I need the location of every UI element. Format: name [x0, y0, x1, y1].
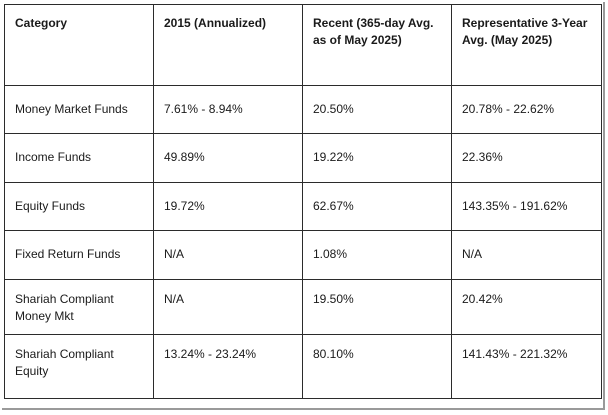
- header-row: Category 2015 (Annualized) Recent (365-d…: [4, 4, 602, 86]
- cell-3-year: 20.42%: [451, 279, 602, 335]
- cell-category: Fixed Return Funds: [4, 230, 154, 280]
- cell-3-year: 143.35% - 191.62%: [451, 182, 602, 231]
- cell-recent: 62.67%: [302, 182, 452, 231]
- cell-2015: N/A: [153, 279, 303, 335]
- cell-category: Money Market Funds: [4, 85, 154, 134]
- table-row: Shariah Compliant Money Mkt N/A 19.50% 2…: [4, 279, 602, 335]
- cell-2015: N/A: [153, 230, 303, 280]
- cell-3-year: 20.78% - 22.62%: [451, 85, 602, 134]
- table-row: Fixed Return Funds N/A 1.08% N/A: [4, 230, 602, 280]
- cell-2015: 19.72%: [153, 182, 303, 231]
- cell-category: Shariah Compliant Money Mkt: [4, 279, 154, 335]
- cell-recent: 19.22%: [302, 133, 452, 183]
- cell-recent: 20.50%: [302, 85, 452, 134]
- returns-table: Category 2015 (Annualized) Recent (365-d…: [4, 4, 602, 399]
- header-category: Category: [4, 4, 154, 86]
- table-frame: [2, 2, 605, 410]
- cell-2015: 7.61% - 8.94%: [153, 85, 303, 134]
- cell-category: Shariah Compliant Equity: [4, 334, 154, 399]
- cell-3-year: 22.36%: [451, 133, 602, 183]
- table-row: Shariah Compliant Equity 13.24% - 23.24%…: [4, 334, 602, 399]
- cell-recent: 1.08%: [302, 230, 452, 280]
- table-row: Money Market Funds 7.61% - 8.94% 20.50% …: [4, 85, 602, 134]
- table-row: Income Funds 49.89% 19.22% 22.36%: [4, 133, 602, 183]
- cell-category: Equity Funds: [4, 182, 154, 231]
- cell-recent: 19.50%: [302, 279, 452, 335]
- cell-3-year: N/A: [451, 230, 602, 280]
- cell-3-year: 141.43% - 221.32%: [451, 334, 602, 399]
- cell-2015: 49.89%: [153, 133, 303, 183]
- table-row: Equity Funds 19.72% 62.67% 143.35% - 191…: [4, 182, 602, 231]
- header-3-year-avg: Representative 3-Year Avg. (May 2025): [451, 4, 602, 86]
- cell-category: Income Funds: [4, 133, 154, 183]
- cell-recent: 80.10%: [302, 334, 452, 399]
- header-2015-annualized: 2015 (Annualized): [153, 4, 303, 86]
- cell-2015: 13.24% - 23.24%: [153, 334, 303, 399]
- header-recent-365-day: Recent (365-day Avg. as of May 2025): [302, 4, 452, 86]
